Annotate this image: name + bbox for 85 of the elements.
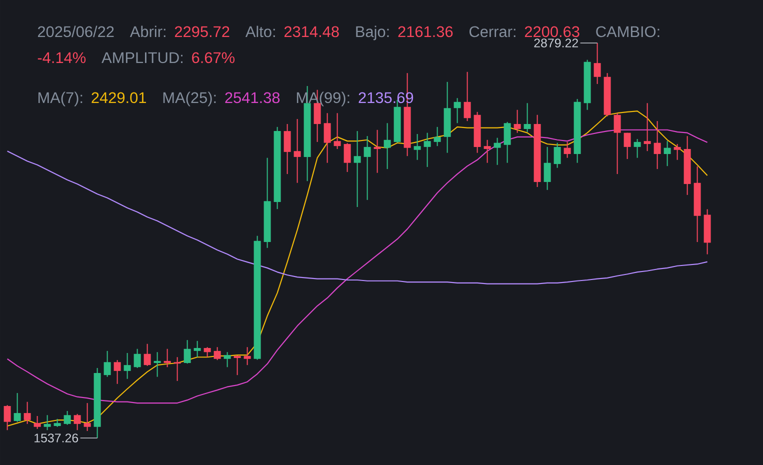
candlestick	[264, 157, 271, 248]
candlestick	[104, 350, 111, 378]
annotation: MA(7):	[38, 92, 82, 106]
candlestick	[34, 415, 41, 430]
candlestick	[204, 346, 211, 358]
candlestick	[444, 81, 451, 154]
candlestick	[294, 118, 301, 184]
candlestick	[674, 144, 681, 160]
candlestick	[274, 126, 281, 210]
candlestick	[694, 166, 701, 243]
text: CAMBIO:	[596, 26, 660, 38]
candlestick	[174, 356, 181, 382]
candlestick	[114, 360, 121, 384]
candlestick	[494, 137, 501, 166]
candlestick	[124, 352, 131, 380]
candlestick	[524, 102, 531, 132]
candlestick	[194, 340, 201, 358]
candlestick	[654, 120, 661, 170]
text: 2314.48	[284, 26, 339, 38]
candlestick	[154, 352, 161, 378]
candlestick	[574, 98, 581, 164]
text: 2295.72	[174, 26, 230, 38]
annotation: AMPLITUD:	[102, 52, 182, 64]
candlestick	[244, 346, 251, 366]
candlestick	[454, 98, 461, 124]
candlestick	[634, 138, 641, 158]
candlestick	[554, 142, 561, 168]
candlestick	[144, 343, 151, 366]
candlestick	[214, 346, 221, 361]
candlestick	[354, 130, 361, 208]
candlestick	[584, 59, 591, 110]
candlestick	[604, 72, 611, 117]
candlestick	[664, 140, 671, 167]
candlestick	[344, 142, 351, 172]
candlestick	[644, 102, 651, 152]
candlestick	[234, 354, 241, 376]
candlestick	[284, 123, 291, 175]
text: 2200.63	[524, 26, 580, 38]
annotation: 6.67%	[192, 52, 235, 64]
candlestick	[624, 132, 631, 160]
candlestick	[484, 139, 491, 164]
text: Bajo:	[356, 26, 389, 40]
candlestick	[64, 410, 71, 426]
candlestick	[464, 71, 471, 122]
text: Cerrar:	[470, 26, 516, 38]
candlestick	[334, 112, 341, 150]
candlestick	[84, 402, 91, 432]
candlestick	[164, 348, 171, 368]
candlestick	[424, 132, 431, 168]
candlestick	[614, 112, 621, 175]
candlestick	[4, 404, 11, 431]
candlestick	[14, 392, 21, 422]
text: Abrir:	[130, 26, 166, 38]
text: 2161.36	[398, 26, 453, 38]
candlestick	[564, 141, 571, 158]
candlestick	[324, 112, 331, 164]
candlestick	[704, 208, 711, 255]
candlestick	[24, 401, 31, 424]
candlestick	[434, 126, 441, 147]
candlestick	[374, 129, 381, 174]
annotation: 2879.22	[534, 38, 578, 48]
annotation: MA(25):	[163, 92, 216, 106]
text: Alto:	[245, 26, 275, 38]
annotation: 2429.01	[92, 92, 146, 104]
candlestick	[224, 352, 231, 368]
candlestick	[414, 134, 421, 160]
candlestick	[184, 340, 191, 364]
candlestick	[134, 348, 141, 369]
candlestick	[594, 42, 601, 84]
candlestick	[504, 121, 511, 164]
candlestick	[44, 414, 51, 431]
candlestick	[384, 122, 391, 170]
candlestick	[684, 136, 691, 196]
candlestick	[534, 114, 541, 188]
candlestick	[94, 368, 101, 438]
annotation: -4.14%	[38, 52, 86, 64]
candlestick	[544, 146, 551, 190]
candlestick	[254, 235, 261, 360]
candlestick	[364, 136, 371, 200]
annotation: 1537.26	[34, 434, 78, 442]
text: 2025/06/22	[38, 26, 114, 38]
candlestick	[474, 111, 481, 154]
candlestick	[514, 109, 521, 134]
candlestick	[74, 413, 81, 431]
annotation: 2541.38	[225, 92, 280, 104]
